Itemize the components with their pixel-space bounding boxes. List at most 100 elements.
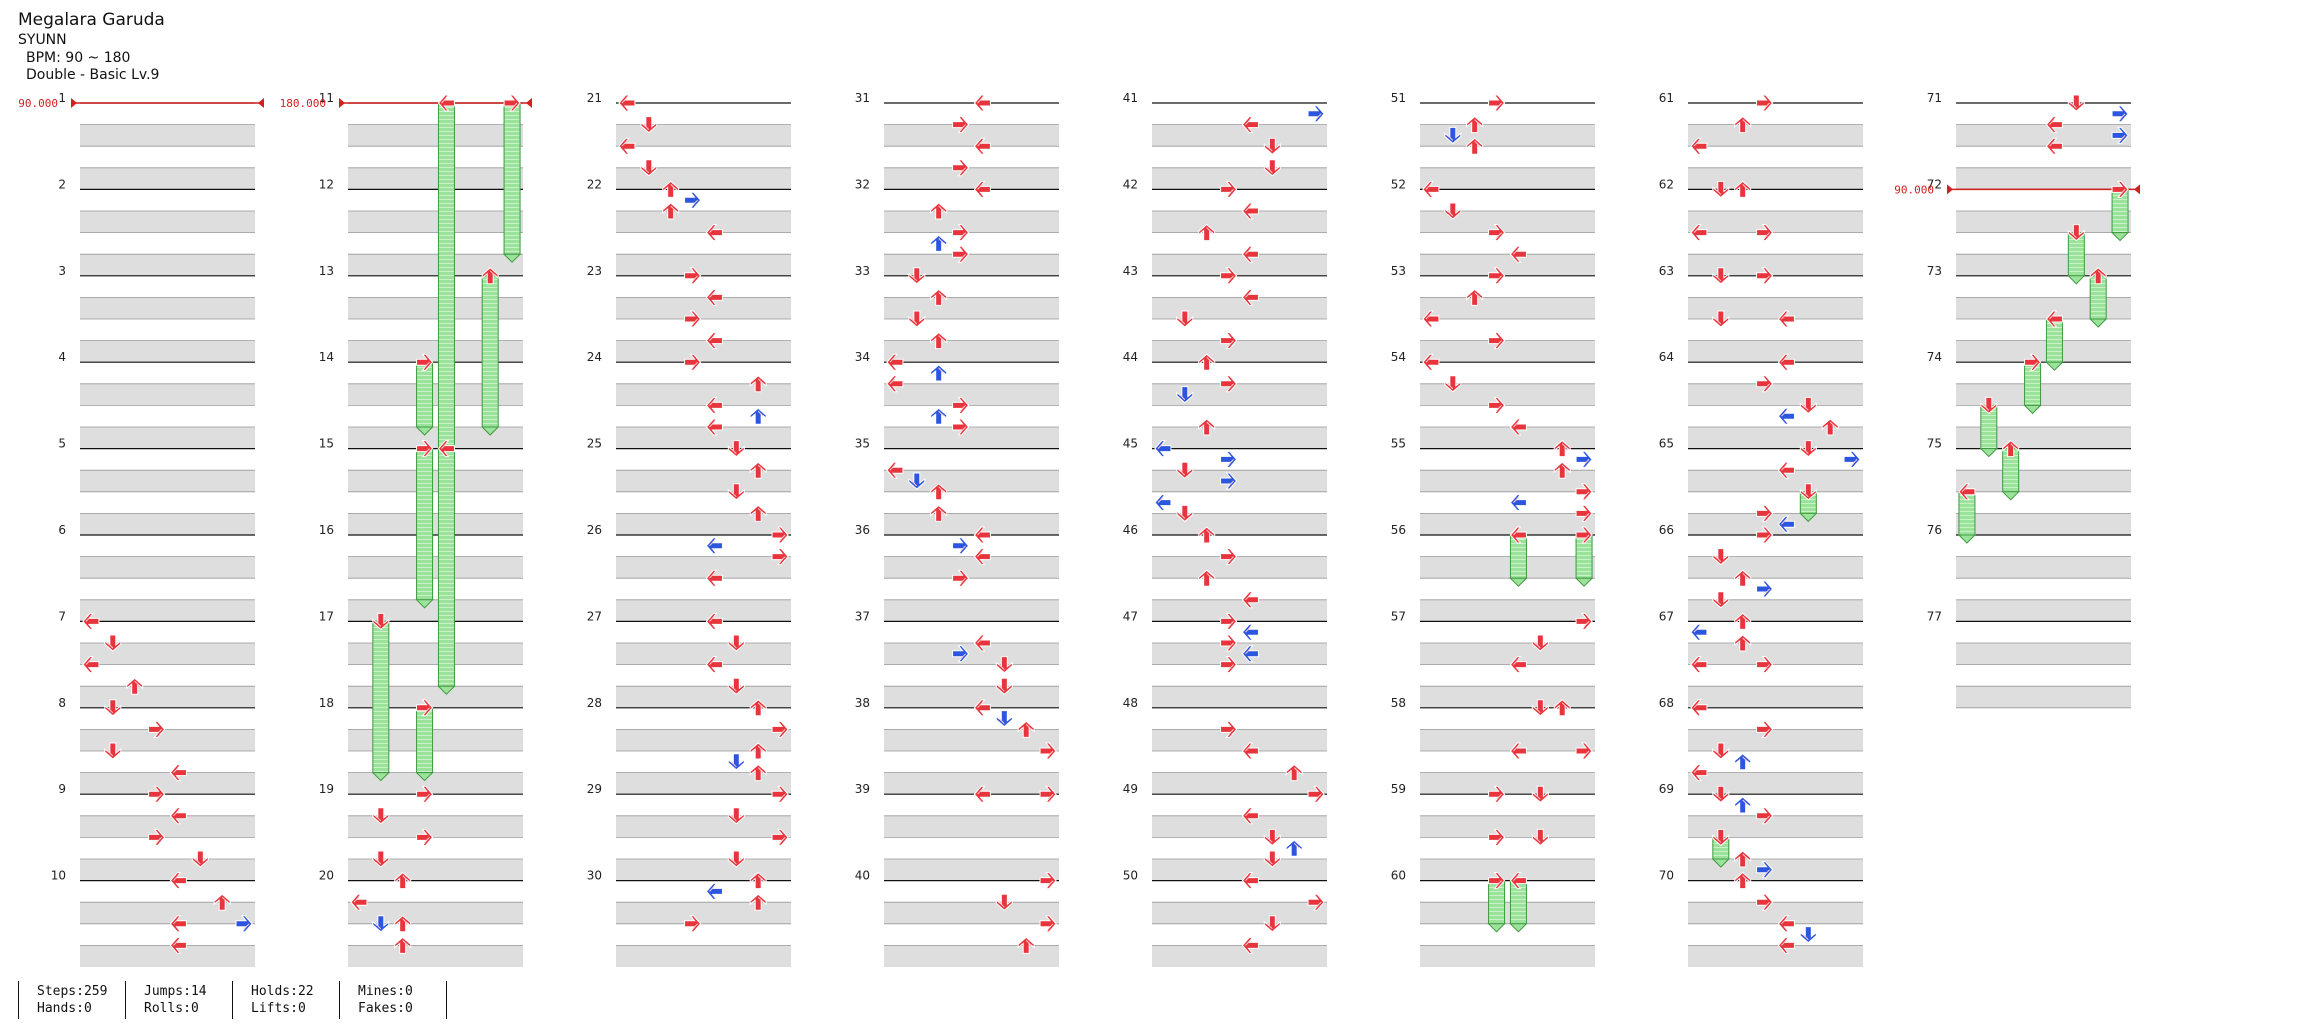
measure-band <box>1152 729 1327 751</box>
measure-band <box>1420 254 1595 276</box>
measure-band <box>884 383 1059 406</box>
measure-band <box>348 902 523 924</box>
step-arrow-d <box>1176 386 1194 404</box>
hold-body <box>416 707 434 774</box>
measure-number: 29 <box>587 782 602 796</box>
step-arrow-r <box>771 720 789 738</box>
measure-band <box>1688 643 1863 665</box>
step-arrow-l <box>1509 526 1527 544</box>
step-arrow-r <box>1756 861 1774 879</box>
step-arrow-d <box>1531 634 1549 652</box>
bpm-marker-right <box>258 98 264 108</box>
step-arrow-d <box>727 753 745 771</box>
step-arrow-l <box>1241 645 1259 663</box>
step-arrow-d <box>372 915 390 933</box>
hold-end <box>1509 577 1528 587</box>
measure-number: 8 <box>58 696 66 710</box>
step-arrow-l <box>169 872 187 890</box>
step-arrow-r <box>684 310 702 328</box>
hold-body <box>437 448 455 687</box>
step-arrow-l <box>2045 137 2063 155</box>
measure-band <box>80 945 255 967</box>
measure-number: 65 <box>1659 437 1674 451</box>
measure-band <box>884 513 1059 535</box>
measure-band <box>348 599 523 622</box>
step-arrow-l <box>82 656 100 674</box>
measure-band <box>616 902 791 924</box>
step-arrow-d <box>372 850 390 868</box>
bpm-marker-left <box>71 98 77 108</box>
measure-band <box>1956 686 2131 708</box>
measure-number: 70 <box>1659 869 1674 883</box>
step-arrow-l <box>1241 872 1259 890</box>
hold-body <box>481 275 499 428</box>
stat-fakes: Fakes:0 <box>358 1001 413 1016</box>
step-arrow-d <box>1712 591 1730 609</box>
step-arrow-r <box>1220 656 1238 674</box>
measure-band <box>884 772 1059 795</box>
step-arrow-l <box>169 936 187 954</box>
step-arrow-d <box>640 159 658 177</box>
measure-band <box>884 859 1059 881</box>
measure-band <box>884 211 1059 233</box>
step-arrow-u <box>1017 936 1035 954</box>
measure-number: 50 <box>1123 869 1138 883</box>
measure-band <box>1956 383 2131 406</box>
measure-number: 16 <box>319 523 334 537</box>
step-arrow-d <box>1712 180 1730 199</box>
step-arrow-r <box>1575 526 1593 544</box>
measure-band <box>80 556 255 579</box>
measure-band <box>1152 383 1327 406</box>
measure-band <box>884 297 1059 319</box>
measure-band <box>80 772 255 795</box>
measure-band <box>616 859 791 881</box>
step-arrow-l <box>82 612 100 630</box>
step-arrow-l <box>1777 915 1795 933</box>
hold-end <box>2001 491 2020 501</box>
step-arrow-u <box>1553 461 1571 479</box>
step-arrow-l <box>973 699 991 717</box>
measure-number: 51 <box>1391 91 1406 105</box>
measure-band <box>1152 599 1327 622</box>
measure-band <box>348 254 523 276</box>
step-arrow-d <box>104 742 122 760</box>
measure-band <box>616 772 791 795</box>
step-arrow-r <box>952 116 970 134</box>
step-arrow-l <box>1777 515 1795 533</box>
step-arrow-u <box>930 234 948 252</box>
step-arrow-l <box>1241 742 1259 760</box>
measure-band <box>884 254 1059 276</box>
measure-band <box>884 945 1059 967</box>
measure-number: 74 <box>1927 350 1942 364</box>
hold-end <box>2067 275 2086 285</box>
measure-number: 31 <box>855 91 870 105</box>
measure-band <box>884 167 1059 190</box>
step-arrow-d <box>1263 915 1281 933</box>
measure-band <box>616 686 791 708</box>
step-arrow-d <box>2067 224 2085 242</box>
measure-band <box>1956 254 2131 276</box>
step-arrow-r <box>416 785 434 803</box>
measure-band <box>1688 211 1863 233</box>
step-arrow-u <box>1734 612 1752 630</box>
step-arrow-r <box>416 828 434 846</box>
measure-band <box>1688 254 1863 276</box>
hold-end <box>415 599 434 609</box>
step-arrow-r <box>1488 828 1506 846</box>
measure-number: 44 <box>1123 350 1138 364</box>
step-arrow-u <box>2002 439 2020 458</box>
step-arrow-r <box>1220 720 1238 738</box>
step-arrow-r <box>1843 450 1861 468</box>
measure-number: 42 <box>1123 177 1138 191</box>
step-arrow-r <box>1488 332 1506 350</box>
step-arrow-l <box>169 915 187 933</box>
measure-number: 62 <box>1659 177 1674 191</box>
measure-band <box>616 167 791 190</box>
measure-number: 52 <box>1391 177 1406 191</box>
step-arrow-l <box>1509 494 1527 512</box>
step-arrow-l <box>973 526 991 544</box>
measure-band <box>1152 513 1327 535</box>
hold-end <box>1957 534 1977 544</box>
measure-band <box>348 470 523 492</box>
step-arrow-r <box>1575 612 1593 630</box>
